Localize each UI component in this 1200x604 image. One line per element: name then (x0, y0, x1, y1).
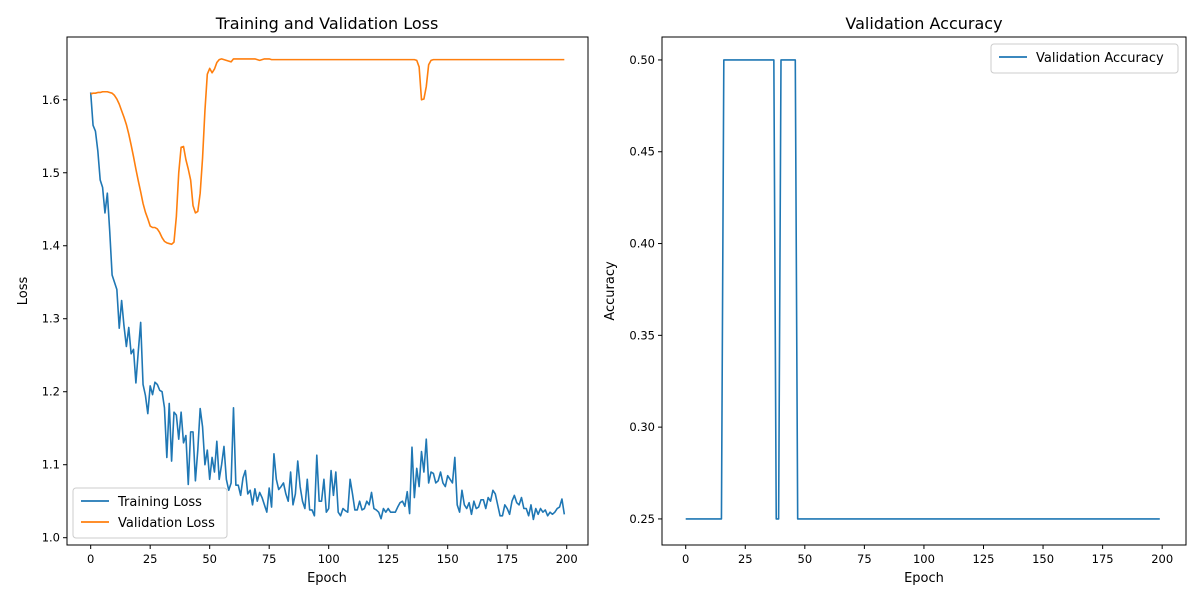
legend-label: Training Loss (117, 495, 202, 510)
x-tick-label: 125 (377, 552, 399, 566)
y-tick-label: 1.4 (42, 239, 60, 253)
x-tick-label: 25 (738, 552, 753, 566)
accuracy-chart-title: Validation Accuracy (845, 14, 1002, 33)
x-tick-label: 50 (202, 552, 217, 566)
accuracy-chart: Validation Accuracy Epoch Accuracy 0 25 50… (603, 14, 1187, 586)
legend: Validation Accuracy (990, 43, 1179, 74)
loss-chart: Training and Validation Loss Epoch Loss … (16, 14, 589, 586)
y-tick-label: 0.40 (629, 237, 655, 251)
axes-frame (661, 36, 1187, 546)
x-tick-label: 200 (1151, 552, 1173, 566)
y-tick-label: 1.2 (42, 385, 60, 399)
axes-frame (66, 36, 589, 546)
x-tick-label: 175 (1092, 552, 1114, 566)
y-tick-label: 1.3 (42, 312, 60, 326)
legend-label: Validation Loss (118, 516, 215, 531)
loss-chart-title: Training and Validation Loss (215, 14, 439, 33)
y-tick-label: 0.50 (629, 53, 655, 67)
x-tick-label: 0 (87, 552, 94, 566)
y-tick-label: 1.0 (42, 531, 60, 545)
x-tick-label: 25 (143, 552, 158, 566)
loss-chart-xlabel: Epoch (307, 571, 347, 586)
x-tick-label: 50 (798, 552, 813, 566)
loss-chart-ylabel: Loss (16, 277, 31, 306)
y-tick-label: 0.45 (629, 145, 655, 159)
x-tick-label: 100 (913, 552, 935, 566)
x-tick-label: 125 (973, 552, 995, 566)
y-tick-label: 0.35 (629, 328, 655, 342)
y-tick-label: 1.6 (42, 93, 60, 107)
series-line-validation-accuracy (685, 59, 1160, 520)
legend-label: Validation Accuracy (1036, 51, 1164, 66)
y-tick-label: 0.30 (629, 420, 655, 434)
y-tick-label: 1.5 (42, 166, 60, 180)
y-tick-label: 0.25 (629, 512, 655, 526)
legend-box (72, 487, 228, 539)
legend-box (990, 43, 1179, 74)
x-tick-label: 150 (1032, 552, 1054, 566)
x-tick-label: 75 (262, 552, 277, 566)
accuracy-chart-ylabel: Accuracy (603, 261, 618, 321)
x-tick-label: 150 (437, 552, 459, 566)
series-line-training-loss (89, 92, 566, 521)
accuracy-chart-xlabel: Epoch (904, 571, 944, 586)
x-tick-label: 100 (318, 552, 340, 566)
x-tick-label: 75 (857, 552, 872, 566)
x-tick-label: 175 (496, 552, 518, 566)
x-tick-label: 0 (682, 552, 689, 566)
x-tick-label: 200 (556, 552, 578, 566)
legend: Training Loss Validation Loss (72, 487, 228, 539)
y-tick-label: 1.1 (42, 458, 60, 472)
series-line-validation-loss (90, 58, 565, 246)
